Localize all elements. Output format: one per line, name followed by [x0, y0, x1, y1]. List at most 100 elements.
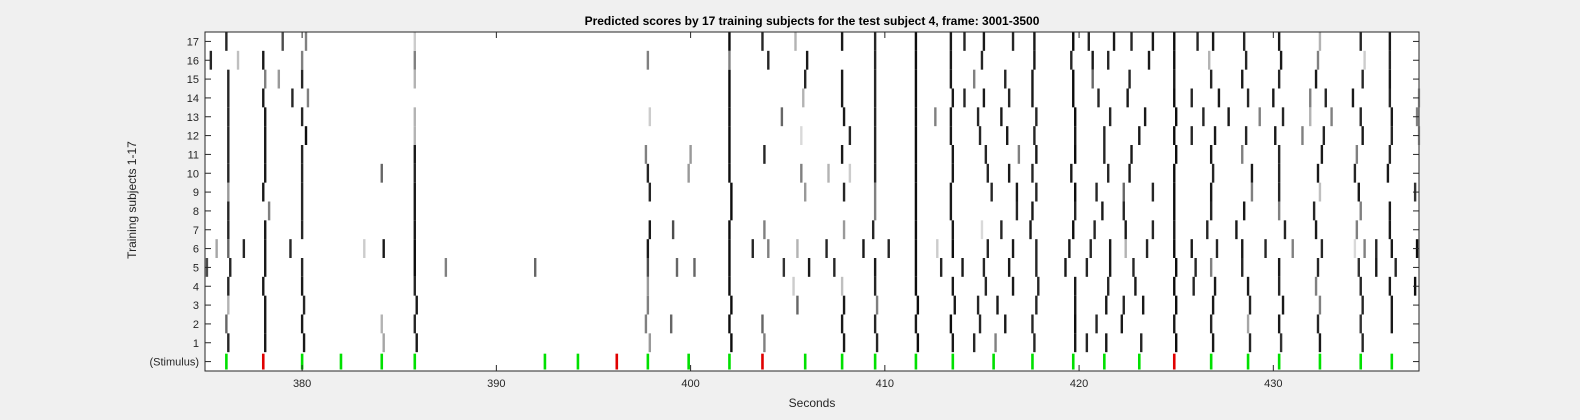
score-mark	[827, 163, 830, 183]
score-mark	[413, 239, 416, 258]
score-mark	[842, 220, 846, 240]
score-mark	[951, 276, 955, 296]
score-mark	[227, 276, 230, 296]
score-mark	[300, 107, 304, 127]
score-mark	[1103, 145, 1106, 164]
score-mark	[1074, 276, 1077, 296]
score-mark	[1091, 69, 1094, 89]
score-mark	[848, 163, 852, 183]
score-mark	[1064, 258, 1067, 277]
score-mark	[644, 314, 648, 334]
score-mark	[264, 163, 267, 183]
score-mark	[976, 295, 980, 315]
score-mark	[281, 32, 284, 51]
stimulus-marker-green	[1137, 353, 1141, 370]
score-mark	[914, 258, 918, 277]
score-mark	[1107, 50, 1110, 70]
score-mark	[963, 88, 966, 108]
score-mark	[1122, 295, 1125, 315]
score-mark	[648, 107, 652, 127]
score-mark	[1386, 163, 1390, 183]
score-mark	[1029, 220, 1032, 240]
score-mark	[972, 69, 976, 89]
score-mark	[1281, 295, 1285, 315]
score-mark	[1000, 220, 1003, 240]
score-mark	[264, 107, 267, 127]
score-mark	[916, 295, 920, 315]
score-mark	[1074, 182, 1077, 202]
score-mark	[1173, 182, 1176, 202]
score-mark	[961, 258, 964, 277]
score-mark	[1017, 145, 1021, 164]
score-mark	[825, 239, 828, 258]
score-mark	[1072, 220, 1075, 240]
plot-frame	[204, 31, 1420, 372]
score-mark	[1316, 258, 1320, 277]
score-mark	[1033, 126, 1036, 145]
score-mark	[1211, 163, 1215, 183]
score-mark	[1309, 88, 1312, 108]
score-mark	[1209, 314, 1213, 334]
score-mark	[646, 163, 650, 183]
score-mark	[1206, 220, 1209, 240]
score-mark	[1314, 69, 1318, 89]
score-mark	[1072, 32, 1075, 51]
score-mark	[267, 201, 271, 221]
score-mark	[1087, 32, 1090, 51]
score-mark	[1375, 239, 1378, 258]
score-mark	[949, 314, 953, 334]
score-mark	[304, 126, 308, 145]
stimulus-marker-green	[914, 353, 918, 370]
score-mark	[382, 333, 385, 353]
score-mark	[1120, 314, 1124, 334]
score-mark	[264, 333, 267, 353]
score-mark	[982, 258, 986, 277]
score-mark	[380, 314, 383, 334]
score-mark	[914, 69, 918, 89]
score-mark	[669, 314, 673, 334]
score-mark	[840, 88, 844, 108]
score-mark	[300, 314, 304, 334]
score-mark	[1105, 295, 1108, 315]
score-mark	[646, 295, 650, 315]
score-mark	[951, 88, 955, 108]
score-mark	[1301, 126, 1304, 145]
score-mark	[1277, 163, 1281, 183]
score-mark	[767, 239, 770, 258]
score-mark	[227, 295, 230, 315]
score-mark	[300, 258, 304, 277]
stimulus-marker-green	[225, 353, 228, 370]
score-mark	[1035, 295, 1038, 315]
score-mark	[1209, 145, 1213, 164]
score-mark	[986, 163, 989, 183]
y-tick-label: 5	[193, 262, 199, 274]
score-mark	[807, 258, 811, 277]
score-mark	[1194, 258, 1197, 277]
score-mark	[1192, 276, 1195, 296]
score-mark	[1130, 145, 1133, 164]
x-axis-label: Seconds	[789, 396, 836, 410]
score-mark	[1388, 220, 1392, 240]
stimulus-marker-red	[1172, 353, 1176, 370]
score-mark	[1312, 201, 1316, 221]
score-mark	[300, 163, 304, 183]
score-mark	[413, 126, 416, 145]
x-tick-label: 420	[1070, 378, 1088, 390]
score-mark	[1074, 314, 1077, 334]
score-mark	[413, 276, 416, 296]
score-mark	[1361, 126, 1364, 145]
stimulus-marker-green	[1359, 353, 1363, 370]
score-mark	[1175, 333, 1178, 353]
score-mark	[1196, 32, 1199, 51]
score-mark	[862, 239, 865, 258]
stimulus-marker-green	[1318, 353, 1322, 370]
score-mark	[1314, 276, 1318, 296]
score-mark	[986, 239, 989, 258]
score-mark	[1190, 239, 1193, 258]
score-mark	[300, 145, 304, 164]
score-mark	[304, 32, 308, 51]
y-tick-label: 12	[187, 131, 199, 143]
score-mark	[1072, 69, 1075, 89]
score-mark	[1007, 258, 1011, 277]
stimulus-marker-green	[300, 353, 304, 370]
